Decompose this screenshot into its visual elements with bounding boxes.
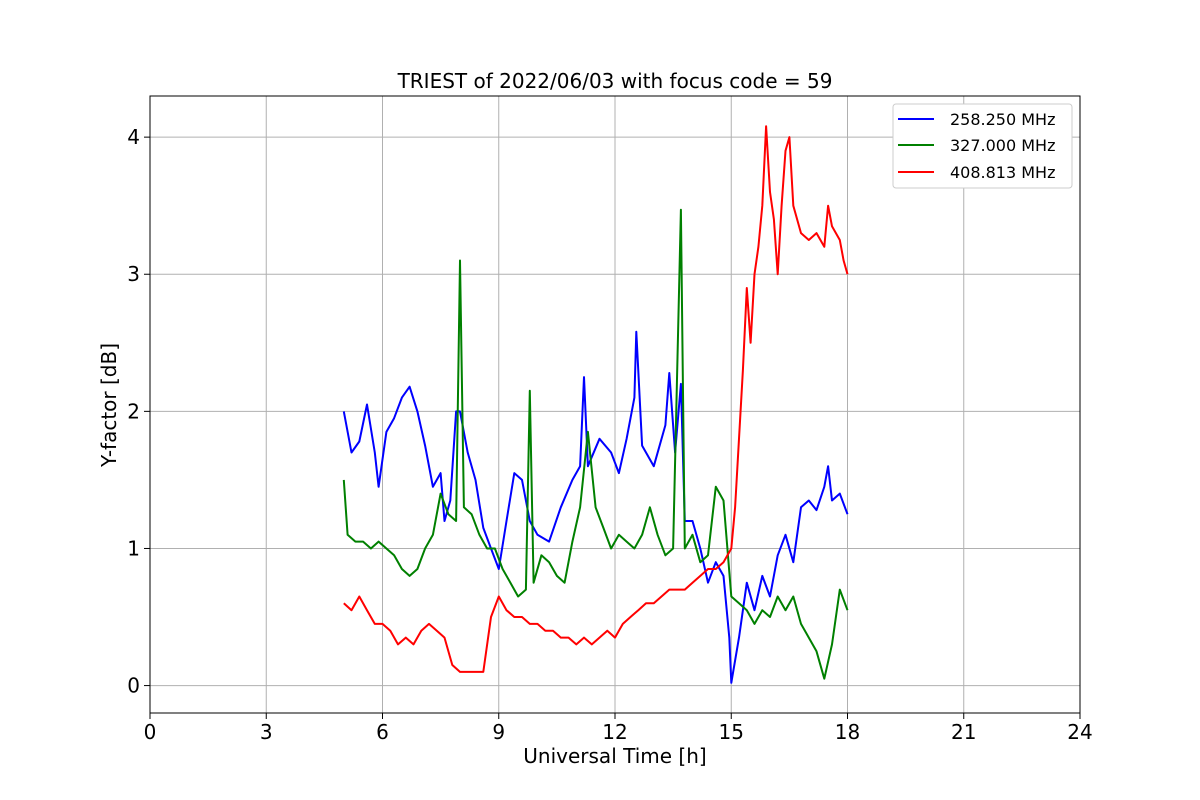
y-tick-label: 4 <box>127 125 140 149</box>
series-line-3 <box>343 125 849 673</box>
y-tick-label: 1 <box>127 536 140 560</box>
x-axis-label: Universal Time [h] <box>523 744 706 768</box>
x-tick-label: 3 <box>260 720 273 744</box>
legend-box <box>892 103 1073 189</box>
series-line-2 <box>342 208 849 680</box>
legend: 258.250 MHz 327.000 MHz 408.813 MHz <box>892 103 1073 189</box>
x-tick-label: 0 <box>144 720 157 744</box>
x-tick-label: 21 <box>951 720 976 744</box>
x-tick-label: 12 <box>602 720 627 744</box>
plot-series <box>342 125 849 684</box>
legend-label-408: 408.813 MHz <box>950 163 1055 182</box>
series-line-1 <box>342 330 849 684</box>
x-tick-label: 24 <box>1067 720 1092 744</box>
chart-title: TRIEST of 2022/06/03 with focus code = 5… <box>397 69 833 93</box>
x-tick-label: 9 <box>492 720 505 744</box>
x-tick-label: 6 <box>376 720 389 744</box>
y-axis-label: Y-factor [dB] <box>97 343 121 468</box>
legend-label-327: 327.000 MHz <box>950 136 1055 155</box>
legend-label-258: 258.250 MHz <box>950 110 1055 129</box>
y-tick-label: 2 <box>127 399 140 423</box>
y-tick-label: 0 <box>127 674 140 698</box>
y-tick-label: 3 <box>127 262 140 286</box>
x-tick-label: 15 <box>719 720 744 744</box>
x-tick-label: 18 <box>835 720 860 744</box>
